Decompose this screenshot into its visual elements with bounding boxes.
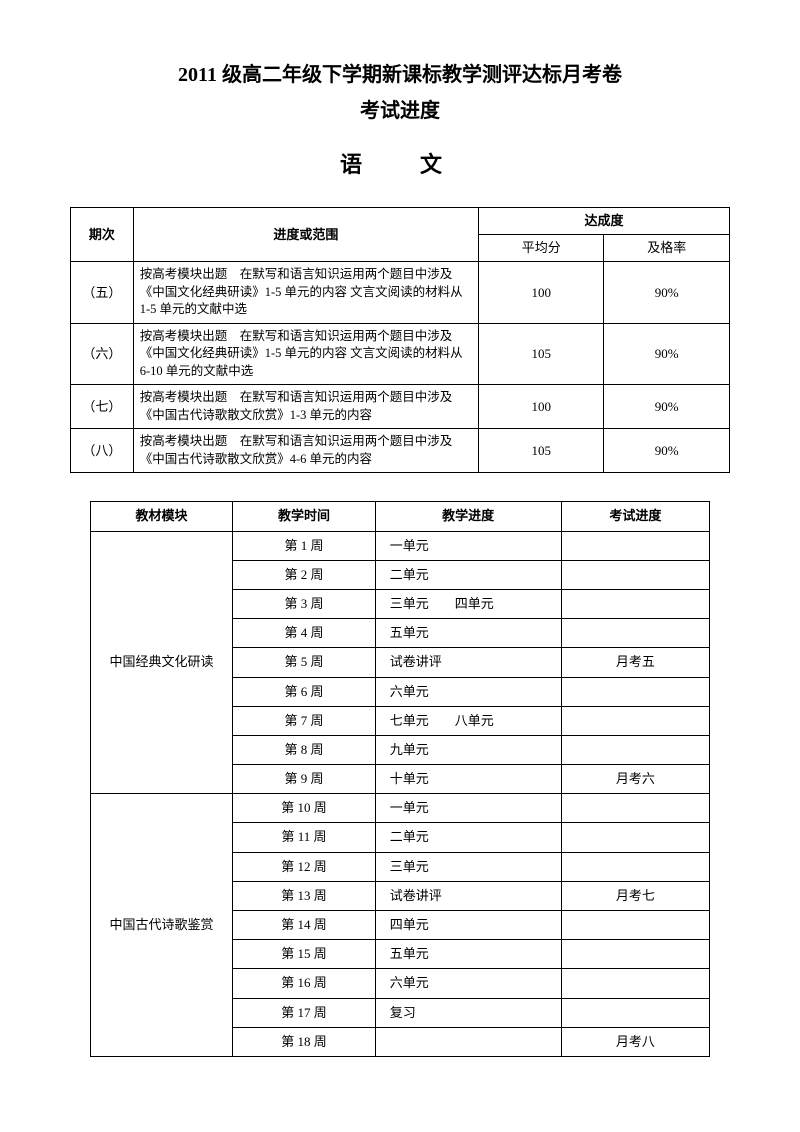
cell-module: 中国经典文化研读: [90, 531, 232, 794]
table-row: （六） 按高考模块出题 在默写和语言知识运用两个题目中涉及《中国文化经典研读》1…: [71, 323, 730, 385]
cell-exam: [561, 619, 710, 648]
cell-progress: 一单元: [375, 531, 561, 560]
cell-time: 第 7 周: [233, 706, 375, 735]
cell-period: （七）: [71, 385, 134, 429]
schedule-table: 教材模块 教学时间 教学进度 考试进度 中国经典文化研读 第 1 周 一单元 第…: [90, 501, 710, 1057]
cell-progress: 六单元: [375, 677, 561, 706]
title-sub: 考试进度: [70, 94, 730, 123]
cell-time: 第 6 周: [233, 677, 375, 706]
cell-pass: 90%: [604, 385, 730, 429]
cell-time: 第 5 周: [233, 648, 375, 677]
header-pass: 及格率: [604, 235, 730, 262]
cell-progress: 五单元: [375, 940, 561, 969]
header-avg: 平均分: [478, 235, 604, 262]
cell-period: （八）: [71, 429, 134, 473]
header-time: 教学时间: [233, 502, 375, 531]
cell-progress: 三单元 四单元: [375, 589, 561, 618]
cell-exam: [561, 735, 710, 764]
cell-progress: 二单元: [375, 560, 561, 589]
cell-avg: 105: [478, 429, 604, 473]
header-period: 期次: [71, 208, 134, 262]
cell-time: 第 13 周: [233, 881, 375, 910]
cell-time: 第 16 周: [233, 969, 375, 998]
cell-exam: [561, 998, 710, 1027]
header-progress: 教学进度: [375, 502, 561, 531]
cell-exam: [561, 823, 710, 852]
cell-pass: 90%: [604, 429, 730, 473]
cell-exam: [561, 969, 710, 998]
cell-exam: 月考五: [561, 648, 710, 677]
cell-time: 第 18 周: [233, 1027, 375, 1056]
achievement-table: 期次 进度或范围 达成度 平均分 及格率 （五） 按高考模块出题 在默写和语言知…: [70, 207, 730, 473]
cell-exam: [561, 531, 710, 560]
cell-scope: 按高考模块出题 在默写和语言知识运用两个题目中涉及《中国古代诗歌散文欣赏》1-3…: [133, 385, 478, 429]
cell-exam: 月考八: [561, 1027, 710, 1056]
table-row: （八） 按高考模块出题 在默写和语言知识运用两个题目中涉及《中国古代诗歌散文欣赏…: [71, 429, 730, 473]
cell-time: 第 17 周: [233, 998, 375, 1027]
cell-progress: 试卷讲评: [375, 648, 561, 677]
title-main: 2011 级高二年级下学期新课标教学测评达标月考卷: [70, 60, 730, 90]
cell-progress: 四单元: [375, 911, 561, 940]
header-module: 教材模块: [90, 502, 232, 531]
cell-progress: 七单元 八单元: [375, 706, 561, 735]
cell-exam: [561, 706, 710, 735]
cell-time: 第 14 周: [233, 911, 375, 940]
header-exam: 考试进度: [561, 502, 710, 531]
cell-progress: 九单元: [375, 735, 561, 764]
table-row: （五） 按高考模块出题 在默写和语言知识运用两个题目中涉及《中国文化经典研读》1…: [71, 262, 730, 324]
cell-time: 第 15 周: [233, 940, 375, 969]
cell-exam: [561, 852, 710, 881]
cell-time: 第 11 周: [233, 823, 375, 852]
cell-scope: 按高考模块出题 在默写和语言知识运用两个题目中涉及《中国文化经典研读》1-5 单…: [133, 323, 478, 385]
cell-time: 第 12 周: [233, 852, 375, 881]
cell-time: 第 10 周: [233, 794, 375, 823]
cell-time: 第 2 周: [233, 560, 375, 589]
header-achievement: 达成度: [478, 208, 729, 235]
cell-period: （五）: [71, 262, 134, 324]
cell-exam: 月考六: [561, 765, 710, 794]
cell-progress: 试卷讲评: [375, 881, 561, 910]
cell-avg: 105: [478, 323, 604, 385]
cell-progress: [375, 1027, 561, 1056]
cell-progress: 一单元: [375, 794, 561, 823]
cell-avg: 100: [478, 262, 604, 324]
subject-heading: 语 文: [70, 147, 730, 179]
cell-pass: 90%: [604, 323, 730, 385]
cell-progress: 十单元: [375, 765, 561, 794]
cell-time: 第 3 周: [233, 589, 375, 618]
cell-time: 第 9 周: [233, 765, 375, 794]
table-row: 中国古代诗歌鉴赏 第 10 周 一单元: [90, 794, 709, 823]
cell-progress: 六单元: [375, 969, 561, 998]
cell-progress: 二单元: [375, 823, 561, 852]
cell-exam: [561, 794, 710, 823]
cell-exam: [561, 589, 710, 618]
cell-time: 第 1 周: [233, 531, 375, 560]
cell-avg: 100: [478, 385, 604, 429]
cell-exam: [561, 940, 710, 969]
cell-progress: 三单元: [375, 852, 561, 881]
cell-time: 第 8 周: [233, 735, 375, 764]
cell-exam: [561, 677, 710, 706]
cell-progress: 复习: [375, 998, 561, 1027]
cell-module: 中国古代诗歌鉴赏: [90, 794, 232, 1057]
cell-exam: 月考七: [561, 881, 710, 910]
cell-exam: [561, 911, 710, 940]
table-row: （七） 按高考模块出题 在默写和语言知识运用两个题目中涉及《中国古代诗歌散文欣赏…: [71, 385, 730, 429]
header-scope: 进度或范围: [133, 208, 478, 262]
cell-time: 第 4 周: [233, 619, 375, 648]
cell-scope: 按高考模块出题 在默写和语言知识运用两个题目中涉及《中国文化经典研读》1-5 单…: [133, 262, 478, 324]
cell-period: （六）: [71, 323, 134, 385]
cell-pass: 90%: [604, 262, 730, 324]
cell-exam: [561, 560, 710, 589]
cell-scope: 按高考模块出题 在默写和语言知识运用两个题目中涉及《中国古代诗歌散文欣赏》4-6…: [133, 429, 478, 473]
table-row: 中国经典文化研读 第 1 周 一单元: [90, 531, 709, 560]
cell-progress: 五单元: [375, 619, 561, 648]
